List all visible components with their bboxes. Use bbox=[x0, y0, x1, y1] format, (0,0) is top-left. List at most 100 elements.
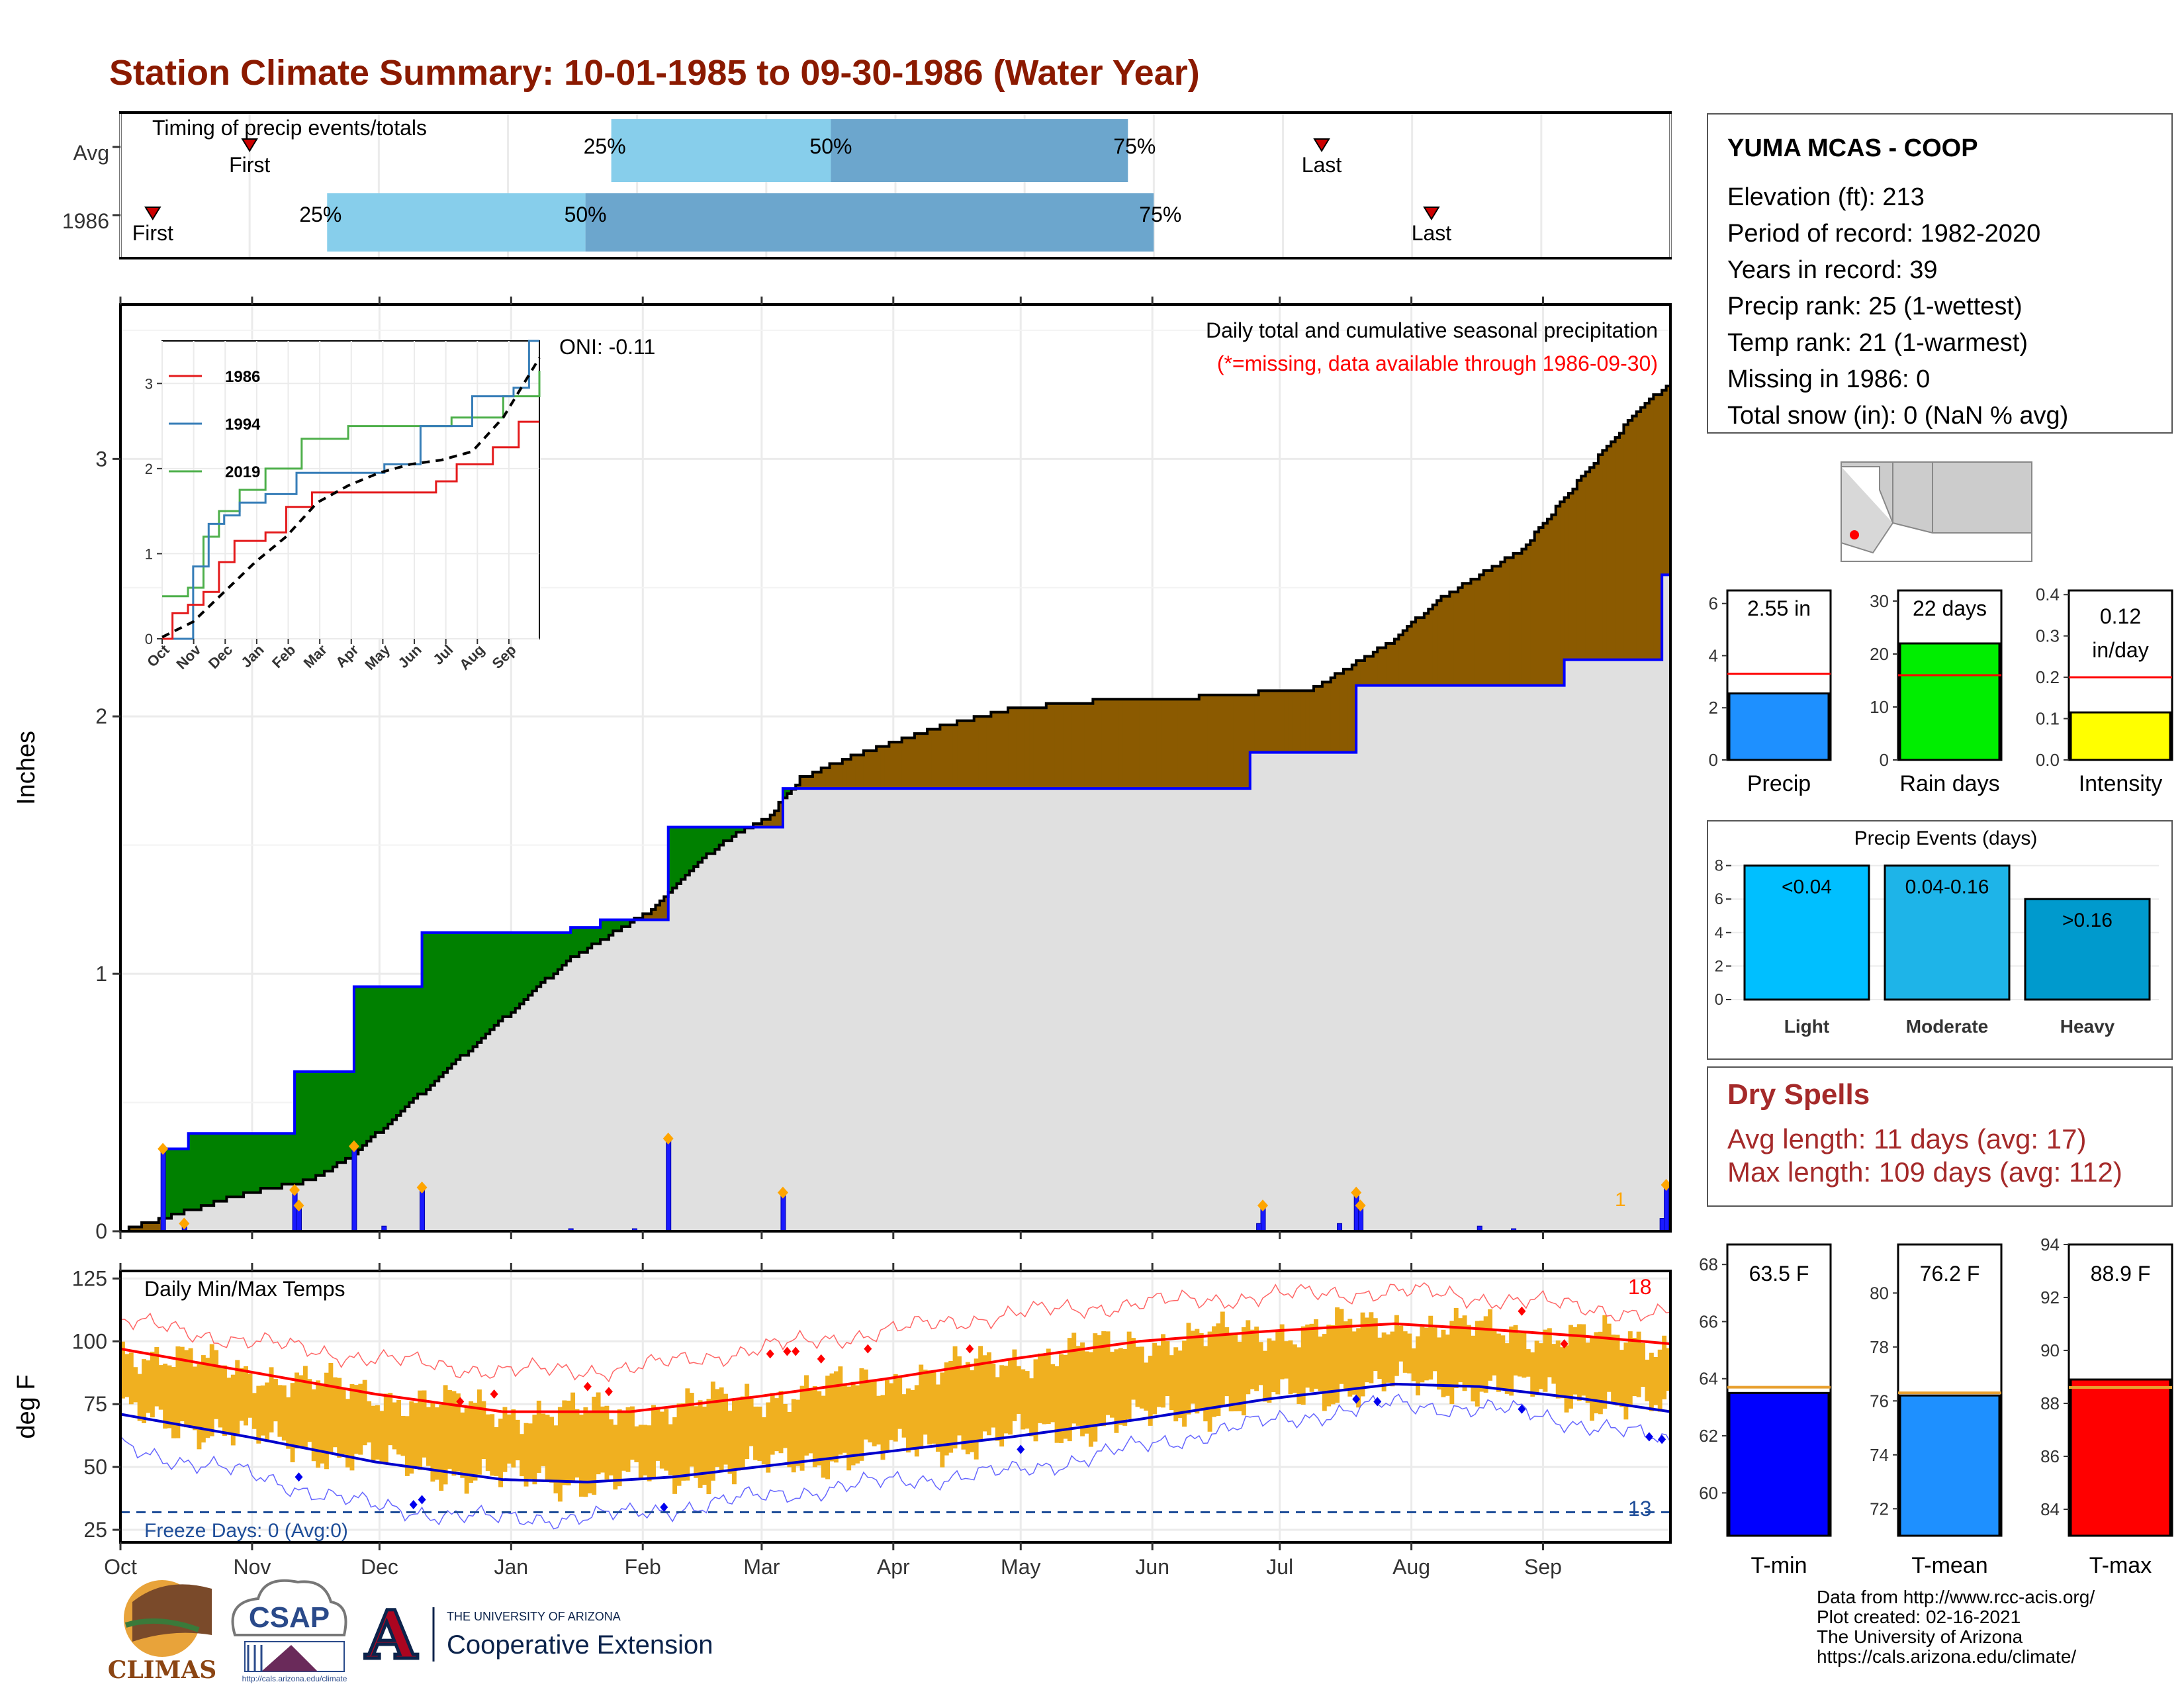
precip-panel: 0 1 2 3 Inches Daily total and cumulative s… bbox=[13, 303, 1672, 1243]
station-info-line: Total snow (in): 0 (NaN % avg) bbox=[1727, 402, 2068, 430]
temp-series bbox=[120, 1282, 1671, 1530]
precip-deficit-day bbox=[1173, 699, 1179, 789]
daily-temp-bar bbox=[349, 1383, 355, 1471]
daily-temp-bar bbox=[825, 1376, 831, 1479]
daily-temp-bar bbox=[124, 1354, 130, 1397]
daily-temp-bar bbox=[863, 1369, 868, 1440]
daily-temp-bar bbox=[1195, 1329, 1200, 1414]
record-high-marker bbox=[864, 1344, 872, 1354]
precip-surplus-day bbox=[388, 986, 393, 1124]
temp-bar-tick-label: 84 bbox=[2040, 1499, 2060, 1519]
record-low-count: 13 bbox=[1628, 1497, 1652, 1521]
precip-deficit-day bbox=[1216, 694, 1221, 789]
daily-temp-bar bbox=[1373, 1318, 1378, 1372]
precip-deficit-day bbox=[970, 720, 975, 789]
record-max-line bbox=[120, 1282, 1671, 1383]
precip-deficit-day bbox=[1467, 583, 1472, 686]
climas-logo: CLIMAS bbox=[108, 1580, 216, 1684]
daily-temp-bar bbox=[1318, 1336, 1323, 1391]
daily-temp-bar bbox=[570, 1392, 576, 1482]
daily-temp-bar bbox=[481, 1401, 486, 1459]
timing-bar-25-50 bbox=[611, 119, 831, 182]
precip-deficit-day bbox=[1598, 454, 1603, 660]
timing-row-label-avg: Avg bbox=[73, 141, 109, 165]
daily-temp-bar bbox=[295, 1372, 299, 1449]
precip-deficit-day bbox=[927, 729, 933, 789]
precip-surplus-day bbox=[608, 919, 614, 935]
daily-temp-bar bbox=[770, 1393, 775, 1455]
daily-temp-bar bbox=[1012, 1349, 1017, 1421]
daily-temp-bar bbox=[1636, 1331, 1641, 1397]
daily-precip-marker bbox=[289, 1184, 300, 1196]
precip-deficit-day bbox=[817, 772, 822, 789]
daily-temp-bar bbox=[1488, 1309, 1493, 1381]
precip-deficit-day bbox=[796, 784, 801, 789]
daily-temp-bar bbox=[719, 1387, 724, 1472]
precip-deficit-day bbox=[799, 776, 805, 789]
precip-surplus-day bbox=[477, 932, 482, 1043]
precip-surplus-day bbox=[375, 986, 381, 1133]
daily-temp-bar bbox=[230, 1374, 236, 1446]
precip-deficit-day bbox=[1126, 699, 1132, 789]
precip-surplus-day bbox=[498, 932, 504, 1021]
inset-legend-label: 2019 bbox=[225, 463, 260, 481]
precip-deficit-day bbox=[1492, 566, 1497, 686]
precip-deficit-day bbox=[1080, 703, 1085, 789]
daily-temp-bar bbox=[1458, 1318, 1463, 1383]
daily-temp-bar bbox=[1067, 1338, 1072, 1442]
inset-legend-label: 1986 bbox=[225, 368, 260, 386]
temp-bar-value-label: 63.5 F bbox=[1749, 1262, 1809, 1286]
precip-surplus-day bbox=[447, 932, 453, 1068]
daily-temp-bar bbox=[731, 1401, 737, 1485]
precip-surplus-day bbox=[413, 986, 418, 1099]
daily-temp-bar bbox=[1118, 1348, 1123, 1425]
precip-surplus-day bbox=[175, 1149, 181, 1215]
daily-temp-bar bbox=[328, 1363, 334, 1453]
precip-surplus-day bbox=[481, 932, 486, 1039]
small-bar-label: Precip bbox=[1747, 771, 1811, 796]
precip-deficit-day bbox=[1377, 647, 1383, 686]
daily-temp-bar bbox=[541, 1413, 546, 1466]
events-y-tick-label: 4 bbox=[1715, 924, 1723, 942]
daily-temp-bar bbox=[1152, 1342, 1158, 1415]
daily-temp-bar bbox=[1420, 1327, 1425, 1383]
daily-temp-bar bbox=[1297, 1347, 1302, 1405]
daily-temp-bar bbox=[455, 1393, 461, 1472]
precip-deficit-day bbox=[1288, 690, 1293, 753]
inset-legend-label: 1994 bbox=[225, 416, 261, 434]
precip-deficit-day bbox=[1402, 630, 1408, 686]
daily-temp-bar bbox=[167, 1365, 172, 1429]
daily-temp-bar bbox=[817, 1391, 822, 1466]
daily-temp-bar bbox=[265, 1382, 270, 1440]
small-bar-value-label: 0.12 bbox=[2100, 604, 2141, 628]
daily-temp-bar bbox=[583, 1407, 588, 1497]
daily-temp-bar bbox=[1300, 1326, 1306, 1405]
daily-temp-bar bbox=[1322, 1334, 1327, 1411]
precip-deficit-day bbox=[1135, 699, 1140, 789]
inset-gridlines bbox=[161, 341, 539, 639]
precip-deficit-day bbox=[1636, 412, 1641, 660]
daily-temp-bar bbox=[1054, 1366, 1060, 1443]
temp-bar-tick-label: 76 bbox=[1870, 1391, 1889, 1411]
daily-temp-bar bbox=[490, 1414, 495, 1476]
precip-deficit-day bbox=[1547, 519, 1552, 686]
daily-temp-bar bbox=[1088, 1352, 1093, 1447]
daily-temp-bar bbox=[477, 1389, 482, 1475]
precip-deficit-day bbox=[1569, 493, 1574, 660]
small-bar-tick-label: 0.2 bbox=[2036, 667, 2060, 687]
precip-deficit-day bbox=[1623, 424, 1629, 660]
daily-temp-bar bbox=[527, 1423, 533, 1479]
daily-temp-bar bbox=[298, 1375, 304, 1447]
precip-surplus-day bbox=[371, 986, 376, 1137]
daily-temp-bar bbox=[1203, 1346, 1208, 1422]
daily-temp-bar bbox=[1534, 1340, 1539, 1395]
precip-deficit-day bbox=[1246, 694, 1251, 789]
precip-missing-note: (*=missing, data available through 1986-… bbox=[1217, 352, 1658, 375]
daily-temp-bar bbox=[239, 1368, 244, 1421]
record-low-marker bbox=[295, 1472, 303, 1482]
daily-temp-bar bbox=[553, 1425, 559, 1494]
precip-deficit-day bbox=[1518, 553, 1523, 686]
daily-temp-bar bbox=[1016, 1366, 1021, 1414]
precip-deficit-day bbox=[1365, 656, 1370, 686]
daily-temp-bar bbox=[1024, 1371, 1030, 1429]
